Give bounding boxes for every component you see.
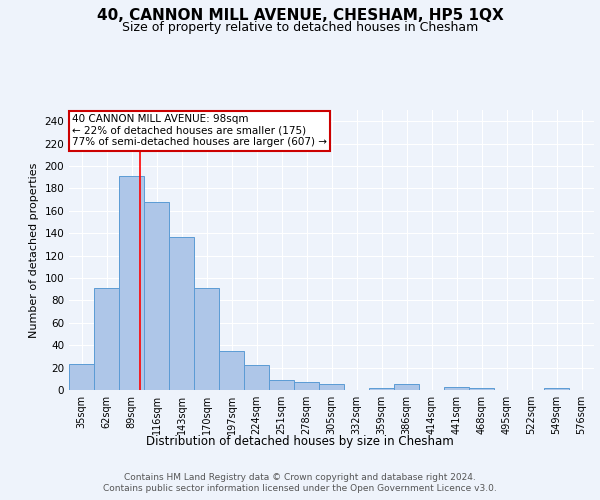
Text: 40, CANNON MILL AVENUE, CHESHAM, HP5 1QX: 40, CANNON MILL AVENUE, CHESHAM, HP5 1QX bbox=[97, 8, 503, 22]
Text: 40 CANNON MILL AVENUE: 98sqm
← 22% of detached houses are smaller (175)
77% of s: 40 CANNON MILL AVENUE: 98sqm ← 22% of de… bbox=[71, 114, 326, 148]
Bar bbox=[544, 388, 569, 390]
Bar bbox=[294, 382, 319, 390]
Bar bbox=[469, 388, 494, 390]
Bar bbox=[394, 384, 419, 390]
Bar bbox=[169, 236, 194, 390]
Bar bbox=[194, 288, 219, 390]
Text: Contains public sector information licensed under the Open Government Licence v3: Contains public sector information licen… bbox=[103, 484, 497, 493]
Bar bbox=[444, 386, 469, 390]
Y-axis label: Number of detached properties: Number of detached properties bbox=[29, 162, 39, 338]
Bar bbox=[119, 176, 144, 390]
Bar bbox=[369, 388, 394, 390]
Bar bbox=[319, 384, 344, 390]
Bar bbox=[269, 380, 294, 390]
Text: Distribution of detached houses by size in Chesham: Distribution of detached houses by size … bbox=[146, 435, 454, 448]
Bar bbox=[144, 202, 169, 390]
Bar bbox=[219, 351, 244, 390]
Bar bbox=[69, 364, 94, 390]
Bar bbox=[94, 288, 119, 390]
Text: Size of property relative to detached houses in Chesham: Size of property relative to detached ho… bbox=[122, 21, 478, 34]
Text: Contains HM Land Registry data © Crown copyright and database right 2024.: Contains HM Land Registry data © Crown c… bbox=[124, 472, 476, 482]
Bar bbox=[244, 366, 269, 390]
